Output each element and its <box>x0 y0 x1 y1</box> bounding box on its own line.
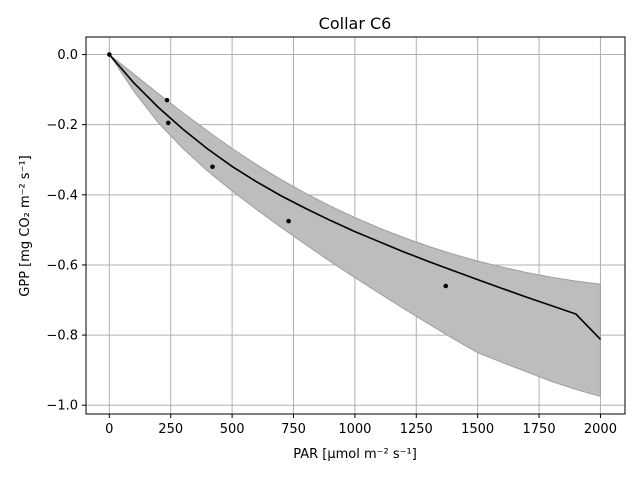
data-point <box>165 120 171 126</box>
data-point <box>210 164 215 170</box>
x-axis-label: PAR [μmol m⁻² s⁻¹] <box>293 447 417 462</box>
data-point <box>443 283 449 289</box>
fit-line <box>108 54 602 340</box>
y-axis-ticks: 0.0 −0.2 −0.4 −0.6 −0.8 −1.0 <box>46 48 86 414</box>
y-tick-label: −0.8 <box>46 329 78 344</box>
x-tick-label: 500 <box>220 422 245 437</box>
y-tick-label: −1.0 <box>46 399 78 414</box>
confidence-band <box>108 54 601 398</box>
x-tick-label: 0 <box>105 422 113 437</box>
y-tick-label: −0.4 <box>46 188 78 203</box>
x-tick-label: 750 <box>281 422 306 437</box>
confidence-band-area <box>108 54 601 398</box>
plot-frame <box>85 36 626 415</box>
x-tick-label: 2000 <box>584 422 617 437</box>
chart-title: Collar C6 <box>319 14 392 33</box>
fit-curve <box>108 54 602 340</box>
data-point <box>164 97 170 103</box>
data-points <box>107 52 449 289</box>
x-axis-ticks: 0 250 500 750 1000 1250 1500 1750 2000 <box>105 414 617 437</box>
x-tick-label: 1750 <box>523 422 556 437</box>
x-tick-label: 1000 <box>338 422 371 437</box>
data-point <box>107 52 112 57</box>
x-tick-label: 1500 <box>461 422 494 437</box>
y-axis-label: GPP [mg CO₂ m⁻² s⁻¹] <box>18 155 33 296</box>
y-tick-label: 0.0 <box>57 48 78 63</box>
x-tick-label: 1250 <box>400 422 433 437</box>
x-tick-label: 250 <box>158 422 183 437</box>
y-tick-label: −0.2 <box>46 118 78 133</box>
grid <box>86 37 625 414</box>
data-point <box>286 218 291 224</box>
y-tick-label: −0.6 <box>46 258 78 273</box>
